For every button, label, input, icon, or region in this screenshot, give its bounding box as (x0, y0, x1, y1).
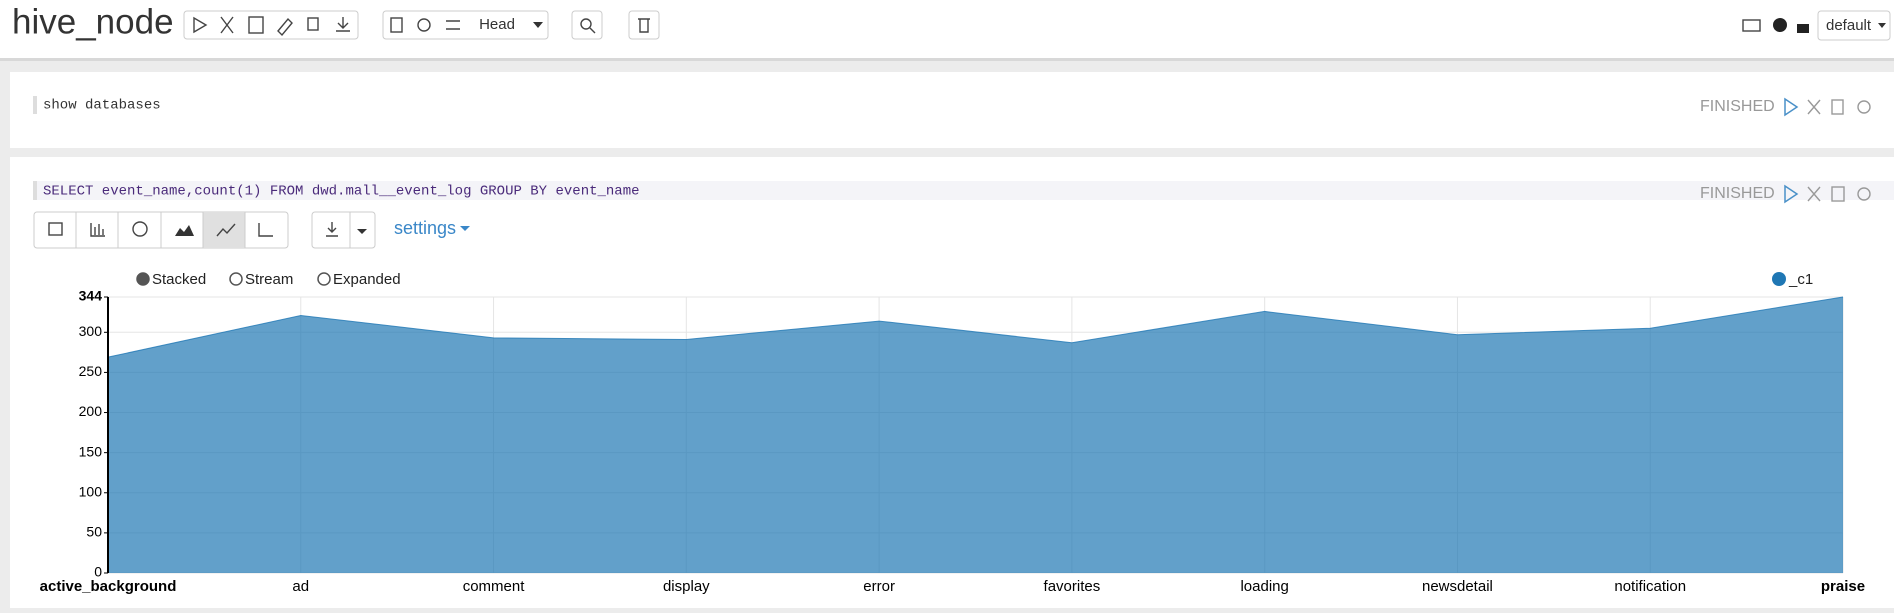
clear-icon[interactable] (277, 17, 293, 37)
mode-radio[interactable] (317, 272, 331, 286)
settings-link[interactable]: settings (394, 218, 456, 238)
hide-code-icon[interactable] (220, 16, 234, 34)
x-tick-label: active_background (40, 578, 177, 595)
code-editor (33, 181, 1894, 200)
table-button[interactable] (48, 222, 63, 236)
y-tick-label: 344 (79, 288, 103, 304)
hide-code-icon[interactable] (1807, 99, 1821, 115)
settings-icon[interactable] (1773, 18, 1787, 32)
y-tick-label: 200 (79, 403, 103, 419)
download-button[interactable] (311, 211, 376, 249)
interpreter-dropdown[interactable] (1817, 10, 1891, 41)
bar-button[interactable] (90, 223, 105, 237)
lock-icon[interactable] (1797, 24, 1809, 33)
mode-label[interactable]: Stacked (152, 271, 206, 288)
x-tick-label: newsdetail (1422, 578, 1493, 595)
chart: Stacked Stream Expanded _c1 0 50 100 150 200 250 3… (40, 271, 1865, 595)
y-tick-label: 300 (79, 323, 103, 339)
paragraph-settings[interactable] (1857, 187, 1871, 201)
y-tick-label: 150 (79, 443, 103, 459)
status: FINISHED (1700, 185, 1775, 202)
x-tick-label: display (663, 578, 710, 595)
mode-radio[interactable] (229, 272, 243, 286)
compare-icon[interactable] (446, 20, 460, 30)
delete-button[interactable] (628, 10, 660, 40)
code-gutter (33, 96, 37, 114)
x-tick-label: praise (1821, 578, 1865, 595)
scatter-button[interactable] (258, 223, 273, 237)
area-edge (107, 296, 1844, 358)
y-tick-label: 100 (79, 483, 103, 499)
output-icon[interactable] (1831, 99, 1844, 115)
status: FINISHED (1700, 98, 1775, 115)
x-tick-label: error (863, 578, 895, 595)
run-all-icon[interactable] (193, 16, 208, 34)
run-icon[interactable] (1784, 184, 1799, 204)
legend-label[interactable]: _c1 (1788, 271, 1813, 288)
export-icon[interactable] (336, 17, 350, 32)
mode-label[interactable]: Expanded (333, 271, 401, 288)
y-tick-label: 50 (86, 524, 102, 540)
toolbar-group (183, 10, 359, 40)
code[interactable]: SELECT event_name,count(1) FROM dwd.mall… (43, 184, 640, 200)
paragraph-settings[interactable] (1857, 100, 1871, 114)
x-tick-label: ad (292, 578, 309, 595)
hide-code-icon[interactable] (1807, 186, 1821, 202)
pie-button[interactable] (132, 221, 148, 237)
run-icon[interactable] (1784, 97, 1799, 117)
toolbar: Head default (183, 10, 1891, 41)
branch-label[interactable]: Head (479, 16, 515, 33)
mode-label[interactable]: Stream (245, 271, 293, 288)
hide-output-icon[interactable] (248, 16, 264, 34)
commit-icon[interactable] (417, 18, 431, 32)
y-tick-label: 0 (94, 564, 102, 580)
shortcut-icon[interactable] (1742, 19, 1761, 32)
legend-marker[interactable] (1772, 272, 1786, 286)
version-group (382, 10, 549, 40)
version-icon[interactable] (390, 17, 403, 33)
interpreter-label[interactable]: default (1826, 17, 1872, 34)
search-button[interactable] (571, 10, 603, 40)
x-tick-label: loading (1240, 578, 1288, 595)
clone-icon[interactable] (307, 17, 319, 31)
header-shadow (0, 58, 1894, 61)
x-tick-label: comment (463, 578, 526, 595)
paragraph (10, 72, 1894, 148)
viz-buttons: settings (33, 211, 470, 249)
area (108, 297, 1843, 573)
y-tick-label: 250 (79, 363, 103, 379)
output-icon[interactable] (1831, 186, 1845, 202)
notebook-title[interactable]: hive_node (12, 2, 174, 41)
mode-radio[interactable] (136, 272, 150, 286)
x-tick-label: notification (1614, 578, 1686, 595)
branch-caret[interactable] (533, 22, 543, 28)
line-button[interactable] (216, 223, 236, 237)
code[interactable]: show databases (43, 98, 161, 114)
x-tick-label: favorites (1044, 578, 1101, 595)
